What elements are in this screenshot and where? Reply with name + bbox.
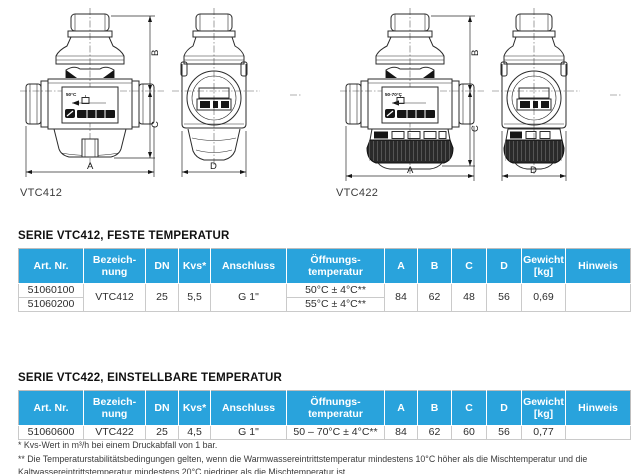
dim-b-label: B xyxy=(470,50,481,56)
col-b: B xyxy=(417,390,452,426)
col-gewicht: Gewicht [kg] xyxy=(521,390,566,426)
vtc422-side-view: D xyxy=(492,8,580,181)
temp-plate: 50°C xyxy=(61,86,119,124)
vtc422-dimensions: B C A xyxy=(345,15,481,181)
cell-a: 84 xyxy=(384,425,418,440)
col-c: C xyxy=(451,248,487,284)
footnotes: * Kvs-Wert in m³/h bei einem Druckabfall… xyxy=(18,439,624,474)
cell-c: 48 xyxy=(451,283,487,312)
cell-oeffnungstemperatur: 50°C ± 4°C** xyxy=(286,283,385,298)
col-anschluss: Anschluss xyxy=(210,390,287,426)
col-dn: DN xyxy=(145,248,179,284)
col-c: C xyxy=(451,390,487,426)
col-oeffnungstemperatur: Öffnungs- temperatur xyxy=(286,248,385,284)
vtc422-dimension-d: D xyxy=(501,131,567,181)
cell-kvs: 5,5 xyxy=(178,283,211,312)
plate-temp-label: 50-70°C xyxy=(385,92,403,97)
dim-a-label: A xyxy=(407,165,414,176)
cell-bezeichnung: VTC422 xyxy=(83,425,146,440)
dim-c-label: C xyxy=(470,125,481,132)
footnote-temperature-stability: ** Die Temperaturstabilitätsbedingungen … xyxy=(18,453,588,474)
table-row: 51060200 55°C ± 4°C** xyxy=(18,297,631,312)
cell-art-nr: 51060600 xyxy=(18,425,84,440)
vtc412-caption: VTC412 xyxy=(20,187,63,199)
clip-end-left xyxy=(66,70,77,78)
footnote-kvs: * Kvs-Wert in m³/h bei einem Druckabfall… xyxy=(18,440,218,450)
vtc412-spec-table: Art. Nr. Bezeich- nung DN Kvs* Anschluss… xyxy=(18,248,631,312)
adjustment-knob xyxy=(366,139,454,164)
col-bezeichnung: Bezeich- nung xyxy=(83,390,146,426)
vtc412-drawing: 50°C xyxy=(20,8,302,177)
col-art-nr: Art. Nr. xyxy=(18,248,84,284)
cell-b: 62 xyxy=(417,425,452,440)
cell-art-nr: 51060200 xyxy=(18,297,84,312)
col-b: B xyxy=(417,248,452,284)
section1-title: SERIE VTC412, FESTE TEMPERATUR xyxy=(18,230,230,242)
cell-kvs: 4,5 xyxy=(178,425,211,440)
col-a: A xyxy=(384,248,418,284)
clip-end-right xyxy=(103,70,114,78)
temp-plate: 50-70°C xyxy=(381,86,439,124)
brand-logo xyxy=(385,109,435,118)
vtc412-dimension-d: D xyxy=(181,131,247,177)
cell-dn: 25 xyxy=(145,283,179,312)
vtc412-side-view: D xyxy=(172,8,260,177)
plate-temp-label: 50°C xyxy=(66,92,77,97)
col-art-nr: Art. Nr. xyxy=(18,390,84,426)
col-gewicht: Gewicht [kg] xyxy=(521,248,566,284)
col-d: D xyxy=(486,248,522,284)
cell-b: 62 xyxy=(417,283,452,312)
dim-c-label: C xyxy=(150,121,161,128)
section2-title: SERIE VTC422, EINSTELLBARE TEMPERATUR xyxy=(18,372,283,384)
cell-a: 84 xyxy=(384,283,418,312)
cell-art-nr: 51060100 xyxy=(18,283,84,298)
vtc412-dimensions: B C A xyxy=(25,15,161,177)
cell-d: 56 xyxy=(486,425,522,440)
table-row: 51060100 VTC412 25 5,5 G 1" 50°C ± 4°C**… xyxy=(18,283,631,312)
dim-b-label: B xyxy=(150,50,161,56)
cell-anschluss: G 1" xyxy=(210,425,287,440)
col-oeffnungstemperatur: Öffnungs- temperatur xyxy=(286,390,385,426)
cell-hinweis xyxy=(565,425,631,440)
cell-dn: 25 xyxy=(145,425,179,440)
cell-oeffnungstemperatur: 55°C ± 4°C** xyxy=(286,297,385,312)
vtc422-drawing: 50-70°C xyxy=(340,8,622,181)
plate-arrow-icon xyxy=(72,100,79,106)
clip-end-right xyxy=(423,70,434,78)
table-row: 51060600 VTC422 25 4,5 G 1" 50 – 70°C ± … xyxy=(18,425,631,440)
cell-c: 60 xyxy=(451,425,487,440)
col-bezeichnung: Bezeich- nung xyxy=(83,248,146,284)
col-anschluss: Anschluss xyxy=(210,248,287,284)
vtc422-front-view: 50-70°C xyxy=(340,8,622,181)
brand-logo xyxy=(65,109,115,118)
table-header-row: Art. Nr. Bezeich- nung DN Kvs* Anschluss… xyxy=(18,390,631,426)
dim-a-label: A xyxy=(87,161,94,172)
vtc422-caption: VTC422 xyxy=(336,187,379,199)
cell-bezeichnung: VTC412 xyxy=(83,283,146,312)
cell-d: 56 xyxy=(486,283,522,312)
col-kvs: Kvs* xyxy=(178,248,211,284)
dim-d-label: D xyxy=(210,161,217,172)
cell-anschluss: G 1" xyxy=(210,283,287,312)
col-hinweis: Hinweis xyxy=(565,248,631,284)
dim-d-label: D xyxy=(530,165,537,176)
cell-hinweis xyxy=(565,283,631,312)
col-a: A xyxy=(384,390,418,426)
col-dn: DN xyxy=(145,390,179,426)
cell-gewicht: 0,77 xyxy=(521,425,566,440)
table-header-row: Art. Nr. Bezeich- nung DN Kvs* Anschluss… xyxy=(18,248,631,284)
cell-oeffnungstemperatur: 50 – 70°C ± 4°C** xyxy=(286,425,385,440)
vtc422-spec-table: Art. Nr. Bezeich- nung DN Kvs* Anschluss… xyxy=(18,390,631,440)
col-hinweis: Hinweis xyxy=(565,390,631,426)
col-d: D xyxy=(486,390,522,426)
col-kvs: Kvs* xyxy=(178,390,211,426)
vtc412-front-view: 50°C xyxy=(20,8,302,177)
cell-gewicht: 0,69 xyxy=(521,283,566,312)
clip-end-left xyxy=(386,70,397,78)
